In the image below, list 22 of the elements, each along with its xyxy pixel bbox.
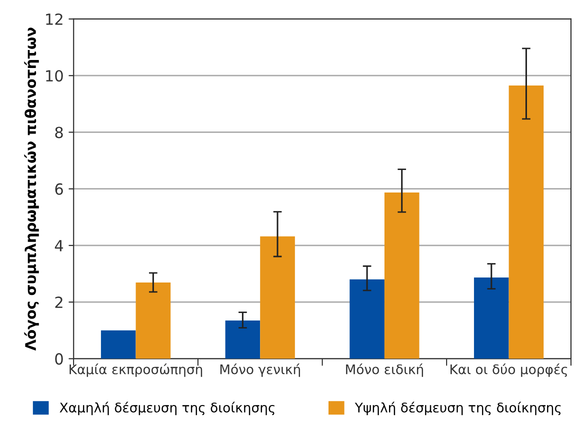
y-tick-label: 0	[55, 353, 63, 365]
y-axis-title: Λόγος συμπληρωματικών πιθανοτήτων	[24, 28, 39, 351]
bar	[260, 236, 295, 359]
y-tick-label: 8	[55, 126, 63, 138]
bar	[136, 282, 171, 359]
bar	[474, 277, 509, 359]
y-tick-label: 10	[46, 70, 63, 82]
y-tick-label: 12	[46, 13, 62, 25]
bar	[225, 320, 260, 359]
x-tick-label: Μόνο γενική	[220, 364, 300, 377]
x-tick-label: Καμία εκπροσώπηση	[70, 364, 202, 377]
bar	[100, 330, 136, 359]
y-tick-label: 6	[55, 183, 63, 195]
bar	[508, 86, 544, 359]
x-tick-label: Και οι δύο μορφές	[450, 364, 568, 377]
legend-label: Υψηλή δέσμευση της διοίκησης	[354, 402, 561, 416]
legend-label: Χαμηλή δέσμευση της διοίκησης	[60, 402, 274, 416]
x-tick-label: Μόνο ειδική	[346, 364, 424, 377]
y-tick-label: 4	[54, 240, 64, 252]
bar	[384, 192, 420, 359]
y-tick-label: 2	[55, 296, 62, 308]
bar	[350, 279, 384, 359]
